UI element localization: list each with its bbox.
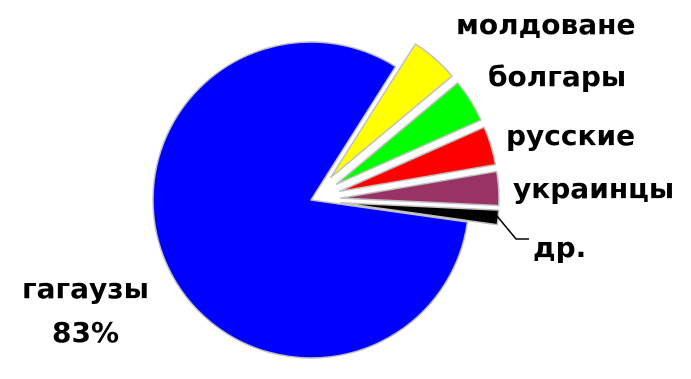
pie-labels: гагаузы 83% молдоване болгары русские ук… (22, 8, 674, 349)
pie-slice-ukrainians (340, 170, 500, 207)
slice-label-russians: русские (506, 119, 635, 152)
slice-label-other: др. (533, 231, 586, 264)
slice-value-gagauz: 83% (52, 316, 119, 349)
pie-slice-bulgarians (335, 82, 482, 185)
pie-slice-russians (338, 126, 497, 193)
pie-slice-gagauz (152, 41, 469, 359)
slice-label-ukrainians: украинцы (513, 172, 674, 205)
slice-label-gagauz: гагаузы (22, 272, 149, 305)
slice-label-bulgarians: болгары (488, 60, 626, 93)
leader-line-other (496, 215, 529, 240)
pie-slice-moldovans (330, 43, 453, 179)
pie-slices (152, 41, 500, 359)
slice-label-moldovans: молдоване (456, 8, 635, 41)
